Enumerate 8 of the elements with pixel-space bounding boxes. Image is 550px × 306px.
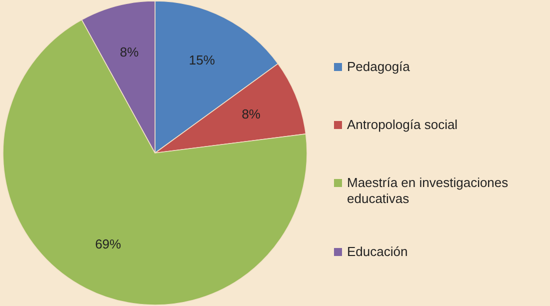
legend-label: Antropología social <box>347 117 458 132</box>
legend-label: Pedagogía <box>347 59 411 74</box>
data-label: 15% <box>188 52 216 68</box>
data-label: 69% <box>95 236 122 252</box>
legend-label: Educación <box>347 244 408 260</box>
data-label: 8% <box>242 106 261 122</box>
legend-label: Maestría en investigaciones educativas <box>347 175 509 206</box>
data-label: 8% <box>120 44 140 60</box>
